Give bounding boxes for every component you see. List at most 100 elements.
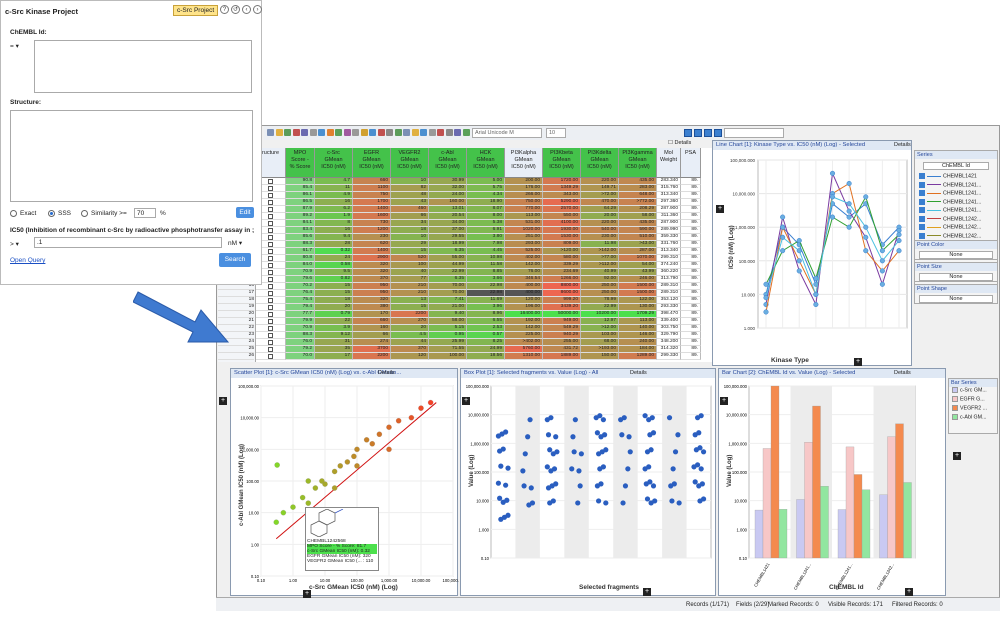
table-cell[interactable]: 660 [353,318,391,325]
table-cell[interactable]: 11.58 [467,262,505,269]
scatter-point[interactable] [386,424,392,430]
bar[interactable] [837,509,847,559]
table-cell[interactable]: 3439.20 [543,304,581,311]
box-point[interactable] [621,415,627,421]
structure-cell[interactable] [256,269,286,276]
box-point[interactable] [553,481,559,487]
table-cell[interactable]: 1709.29 [619,311,657,318]
table-cell[interactable]: 220.00 [581,178,619,185]
scatter-point[interactable] [354,463,360,469]
table-cell[interactable]: 100 [391,262,429,269]
row-number[interactable]: 22 [218,325,254,332]
box-point[interactable] [647,479,653,485]
table-cell[interactable]: 86.5 [286,199,315,206]
details-toggle[interactable]: Details [894,370,911,376]
table-cell[interactable]: 31 [315,339,353,346]
toolbar-icon[interactable] [420,129,427,136]
table-cell[interactable]: 89. [681,262,701,269]
table-cell[interactable]: 44 [391,339,429,346]
bar[interactable] [762,448,772,559]
table-cell[interactable]: 5.15 [429,325,467,332]
table-header[interactable]: PI3Kdelta GMean IC50 (nM) [581,148,619,178]
structure-cell[interactable] [256,353,286,360]
structure-cell[interactable] [256,220,286,227]
box-point[interactable] [497,495,503,501]
table-cell[interactable]: 9.12 [315,332,353,339]
scatter-point[interactable] [312,485,319,491]
table-cell[interactable]: 89. [681,346,701,353]
table-cell[interactable]: 460 [391,206,429,213]
box-point[interactable] [547,447,553,453]
table-cell[interactable]: 11 [315,185,353,192]
series-point[interactable] [846,208,852,214]
table-cell[interactable]: 331.760 [657,241,681,248]
table-cell[interactable]: 18 [315,297,353,304]
table-cell[interactable]: 89. [681,276,701,283]
toolbar-search-input[interactable] [724,128,784,138]
series-point[interactable] [846,224,852,230]
table-cell[interactable]: >112.00 [581,262,619,269]
series-point[interactable] [829,194,836,200]
row-number[interactable]: 24 [218,339,254,346]
forward-icon[interactable]: › [253,5,262,14]
table-cell[interactable]: 92.00 [581,276,619,283]
box-point[interactable] [576,468,582,474]
table-cell[interactable]: 18.90 [467,199,505,206]
table-cell[interactable]: 1600 [353,213,391,220]
add-icon[interactable]: + [716,205,724,213]
table-cell[interactable]: 196.00 [505,304,543,311]
table-cell[interactable]: 88.3 [286,241,315,248]
table-cell[interactable]: 1500.00 [619,290,657,297]
table-header[interactable]: EGFR GMean IC50 (nM) [353,148,391,178]
table-cell[interactable]: 54.00 [619,262,657,269]
series-point[interactable] [763,309,769,315]
box-point[interactable] [666,415,673,421]
table-cell[interactable]: 431.72 [543,346,581,353]
table-cell[interactable]: 58.00 [619,213,657,220]
table-cell[interactable]: 43.99 [619,269,657,276]
row-number[interactable]: 25 [218,346,254,353]
scatter-point[interactable] [376,431,383,437]
layout-icon[interactable] [704,129,712,137]
toolbar-icon[interactable] [318,129,325,136]
box-point[interactable] [545,432,552,438]
box-point[interactable] [503,429,509,435]
bar[interactable] [796,499,805,559]
box-point[interactable] [525,434,531,440]
table-cell[interactable]: 208.29 [619,206,657,213]
table-cell[interactable]: 16 [315,199,353,206]
toolbar-icon[interactable] [267,129,274,136]
table-cell[interactable]: 58.00 [429,318,467,325]
box-point[interactable] [529,500,536,506]
table-cell[interactable]: 283.340 [657,178,681,185]
table-cell[interactable]: 590.00 [619,227,657,234]
series-checkbox[interactable] [919,190,925,196]
box-point[interactable] [619,432,625,438]
table-cell[interactable]: 71.55 [429,346,467,353]
table-cell[interactable]: 1349.29 [543,185,581,192]
project-badge[interactable]: c-Src Project [173,5,219,16]
table-cell[interactable]: 89. [681,206,701,213]
bar[interactable] [770,385,780,559]
add-icon[interactable]: + [462,397,470,405]
chembl-operator[interactable]: = ▾ [10,42,19,50]
series-point[interactable] [896,232,902,238]
table-cell[interactable]: 160 [353,325,391,332]
series-point[interactable] [796,268,802,274]
table-cell[interactable]: 113.00 [505,213,543,220]
table-cell[interactable]: 950 [353,283,391,290]
table-cell[interactable]: 287.00 [619,248,657,255]
box-point[interactable] [548,415,554,421]
box-point[interactable] [600,417,606,423]
table-cell[interactable]: 0.58 [315,262,353,269]
series-point[interactable] [863,234,869,240]
bar[interactable] [754,509,764,559]
table-cell[interactable]: 1310.00 [505,353,543,360]
bar[interactable] [820,486,829,559]
table-cell[interactable]: 400.00 [505,283,543,290]
table-cell[interactable]: 999.20 [543,297,581,304]
structure-cell[interactable] [256,262,286,269]
series-list-item[interactable]: CHEMBL1241... [915,198,997,208]
series-point[interactable] [846,180,852,187]
table-cell[interactable]: 2200 [353,353,391,360]
